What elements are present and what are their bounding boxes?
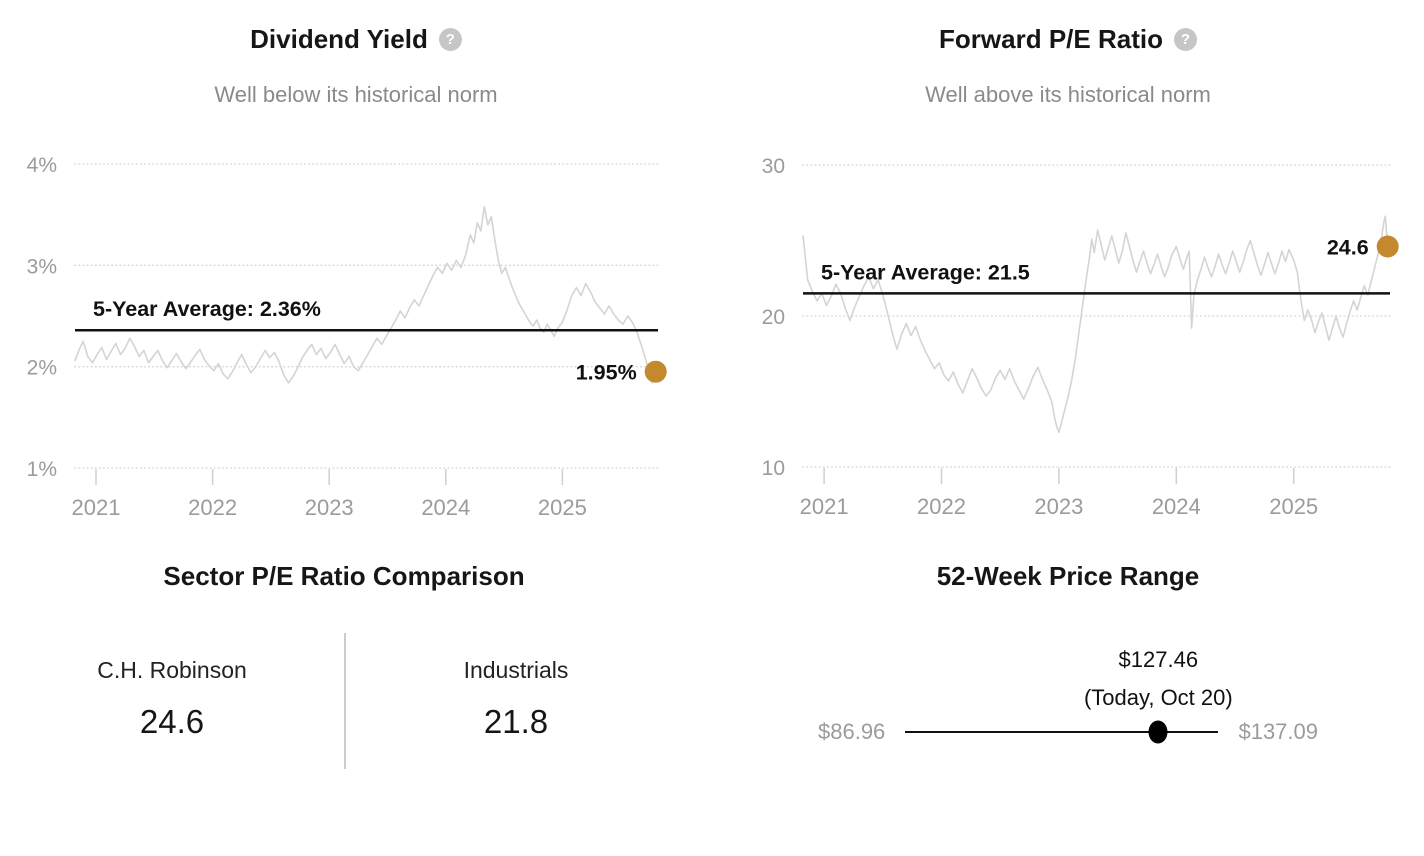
x-axis-label: 2024 bbox=[421, 495, 470, 520]
current-price-date: (Today, Oct 20) bbox=[1083, 685, 1233, 710]
price-range-section: 52-Week Price Range $86.96 $127.46 (Toda… bbox=[712, 535, 1424, 856]
x-axis-label: 2022 bbox=[917, 494, 966, 519]
forward-pe-subtitle: Well above its historical norm bbox=[925, 82, 1211, 107]
y-axis-label: 30 bbox=[762, 155, 785, 178]
question-glyph: ? bbox=[1180, 30, 1191, 48]
x-axis-label: 2021 bbox=[72, 495, 121, 520]
current-value-label: 1.95% bbox=[576, 361, 637, 385]
y-axis-label: 3% bbox=[27, 255, 57, 278]
current-value-label: 24.6 bbox=[1327, 236, 1369, 260]
comparison-columns: C.H. Robinson 24.6 Industrials 21.8 bbox=[0, 633, 688, 769]
range-row: $86.96 $127.46 (Today, Oct 20) $137.09 bbox=[818, 647, 1318, 745]
company-pe-value: 24.6 bbox=[139, 703, 205, 740]
help-icon[interactable]: ? bbox=[438, 27, 462, 51]
x-axis-label: 2025 bbox=[1269, 494, 1318, 519]
y-axis-label: 2% bbox=[27, 357, 57, 380]
help-icon[interactable]: ? bbox=[1173, 27, 1197, 51]
series-line bbox=[74, 205, 657, 384]
range-low-label: $86.96 bbox=[818, 719, 886, 744]
sector-pe-inner: Sector P/E Ratio Comparison C.H. Robinso… bbox=[0, 561, 688, 769]
question-glyph: ? bbox=[445, 30, 455, 48]
sector-comparison-title: Sector P/E Ratio Comparison bbox=[163, 561, 525, 591]
x-axis-label: 2025 bbox=[538, 495, 587, 520]
x-axis-label: 2022 bbox=[188, 495, 237, 520]
average-label: 5-Year Average: 2.36% bbox=[93, 297, 321, 321]
x-axis-label: 2023 bbox=[305, 495, 354, 520]
x-axis-label: 2023 bbox=[1034, 494, 1083, 519]
current-value-dot bbox=[1376, 235, 1399, 258]
x-axis-label: 2021 bbox=[800, 494, 849, 519]
y-axis-label: 20 bbox=[762, 306, 785, 329]
company-label: C.H. Robinson bbox=[97, 657, 247, 683]
y-axis-label: 4% bbox=[27, 154, 57, 177]
forward-pe-chart: 30 20 10 2021 2022 2023 2024 2025 5-Year Average… bbox=[762, 155, 1399, 519]
range-track: $127.46 (Today, Oct 20) bbox=[905, 647, 1233, 744]
current-value-dot bbox=[644, 360, 667, 383]
current-price-callout: $127.46 (Today, Oct 20) bbox=[1084, 641, 1233, 717]
price-range-slider: $86.96 $127.46 (Today, Oct 20) $137.09 bbox=[818, 591, 1318, 745]
forward-pe-title: Forward P/E Ratio bbox=[939, 24, 1163, 54]
chart-header: Dividend Yield ? Well below its historic… bbox=[0, 0, 712, 107]
sector-label: Industrials bbox=[463, 657, 569, 683]
y-axis-label: 10 bbox=[762, 457, 785, 480]
price-range-title: 52-Week Price Range bbox=[936, 561, 1200, 591]
x-axis-label: 2024 bbox=[1152, 494, 1201, 519]
y-axis-label: 1% bbox=[27, 458, 57, 481]
dividend-yield-subtitle: Well below its historical norm bbox=[214, 82, 498, 107]
average-label: 5-Year Average: 21.5 bbox=[821, 260, 1030, 284]
current-price: $127.46 bbox=[1118, 647, 1199, 672]
forward-pe-section: Forward P/E Ratio ? Well above its histo… bbox=[712, 0, 1424, 535]
dividend-yield-chart: 4% 3% 2% 1% 2021 2022 2023 2024 2025 5-Year Avera… bbox=[27, 154, 667, 520]
chart-header: Forward P/E Ratio ? Well above its histo… bbox=[712, 0, 1424, 107]
sector-pe-comparison-section: Sector P/E Ratio Comparison C.H. Robinso… bbox=[0, 535, 712, 856]
dividend-yield-section: Dividend Yield ? Well below its historic… bbox=[0, 0, 712, 535]
current-price-marker bbox=[1148, 720, 1168, 744]
vertical-divider bbox=[344, 633, 346, 769]
comparison-item-company: C.H. Robinson 24.6 bbox=[0, 657, 344, 740]
range-high-label: $137.09 bbox=[1238, 719, 1318, 744]
series-line bbox=[802, 215, 1389, 434]
sector-pe-value: 21.8 bbox=[483, 703, 549, 740]
dividend-yield-title: Dividend Yield bbox=[250, 24, 428, 54]
comparison-item-sector: Industrials 21.8 bbox=[344, 657, 688, 740]
